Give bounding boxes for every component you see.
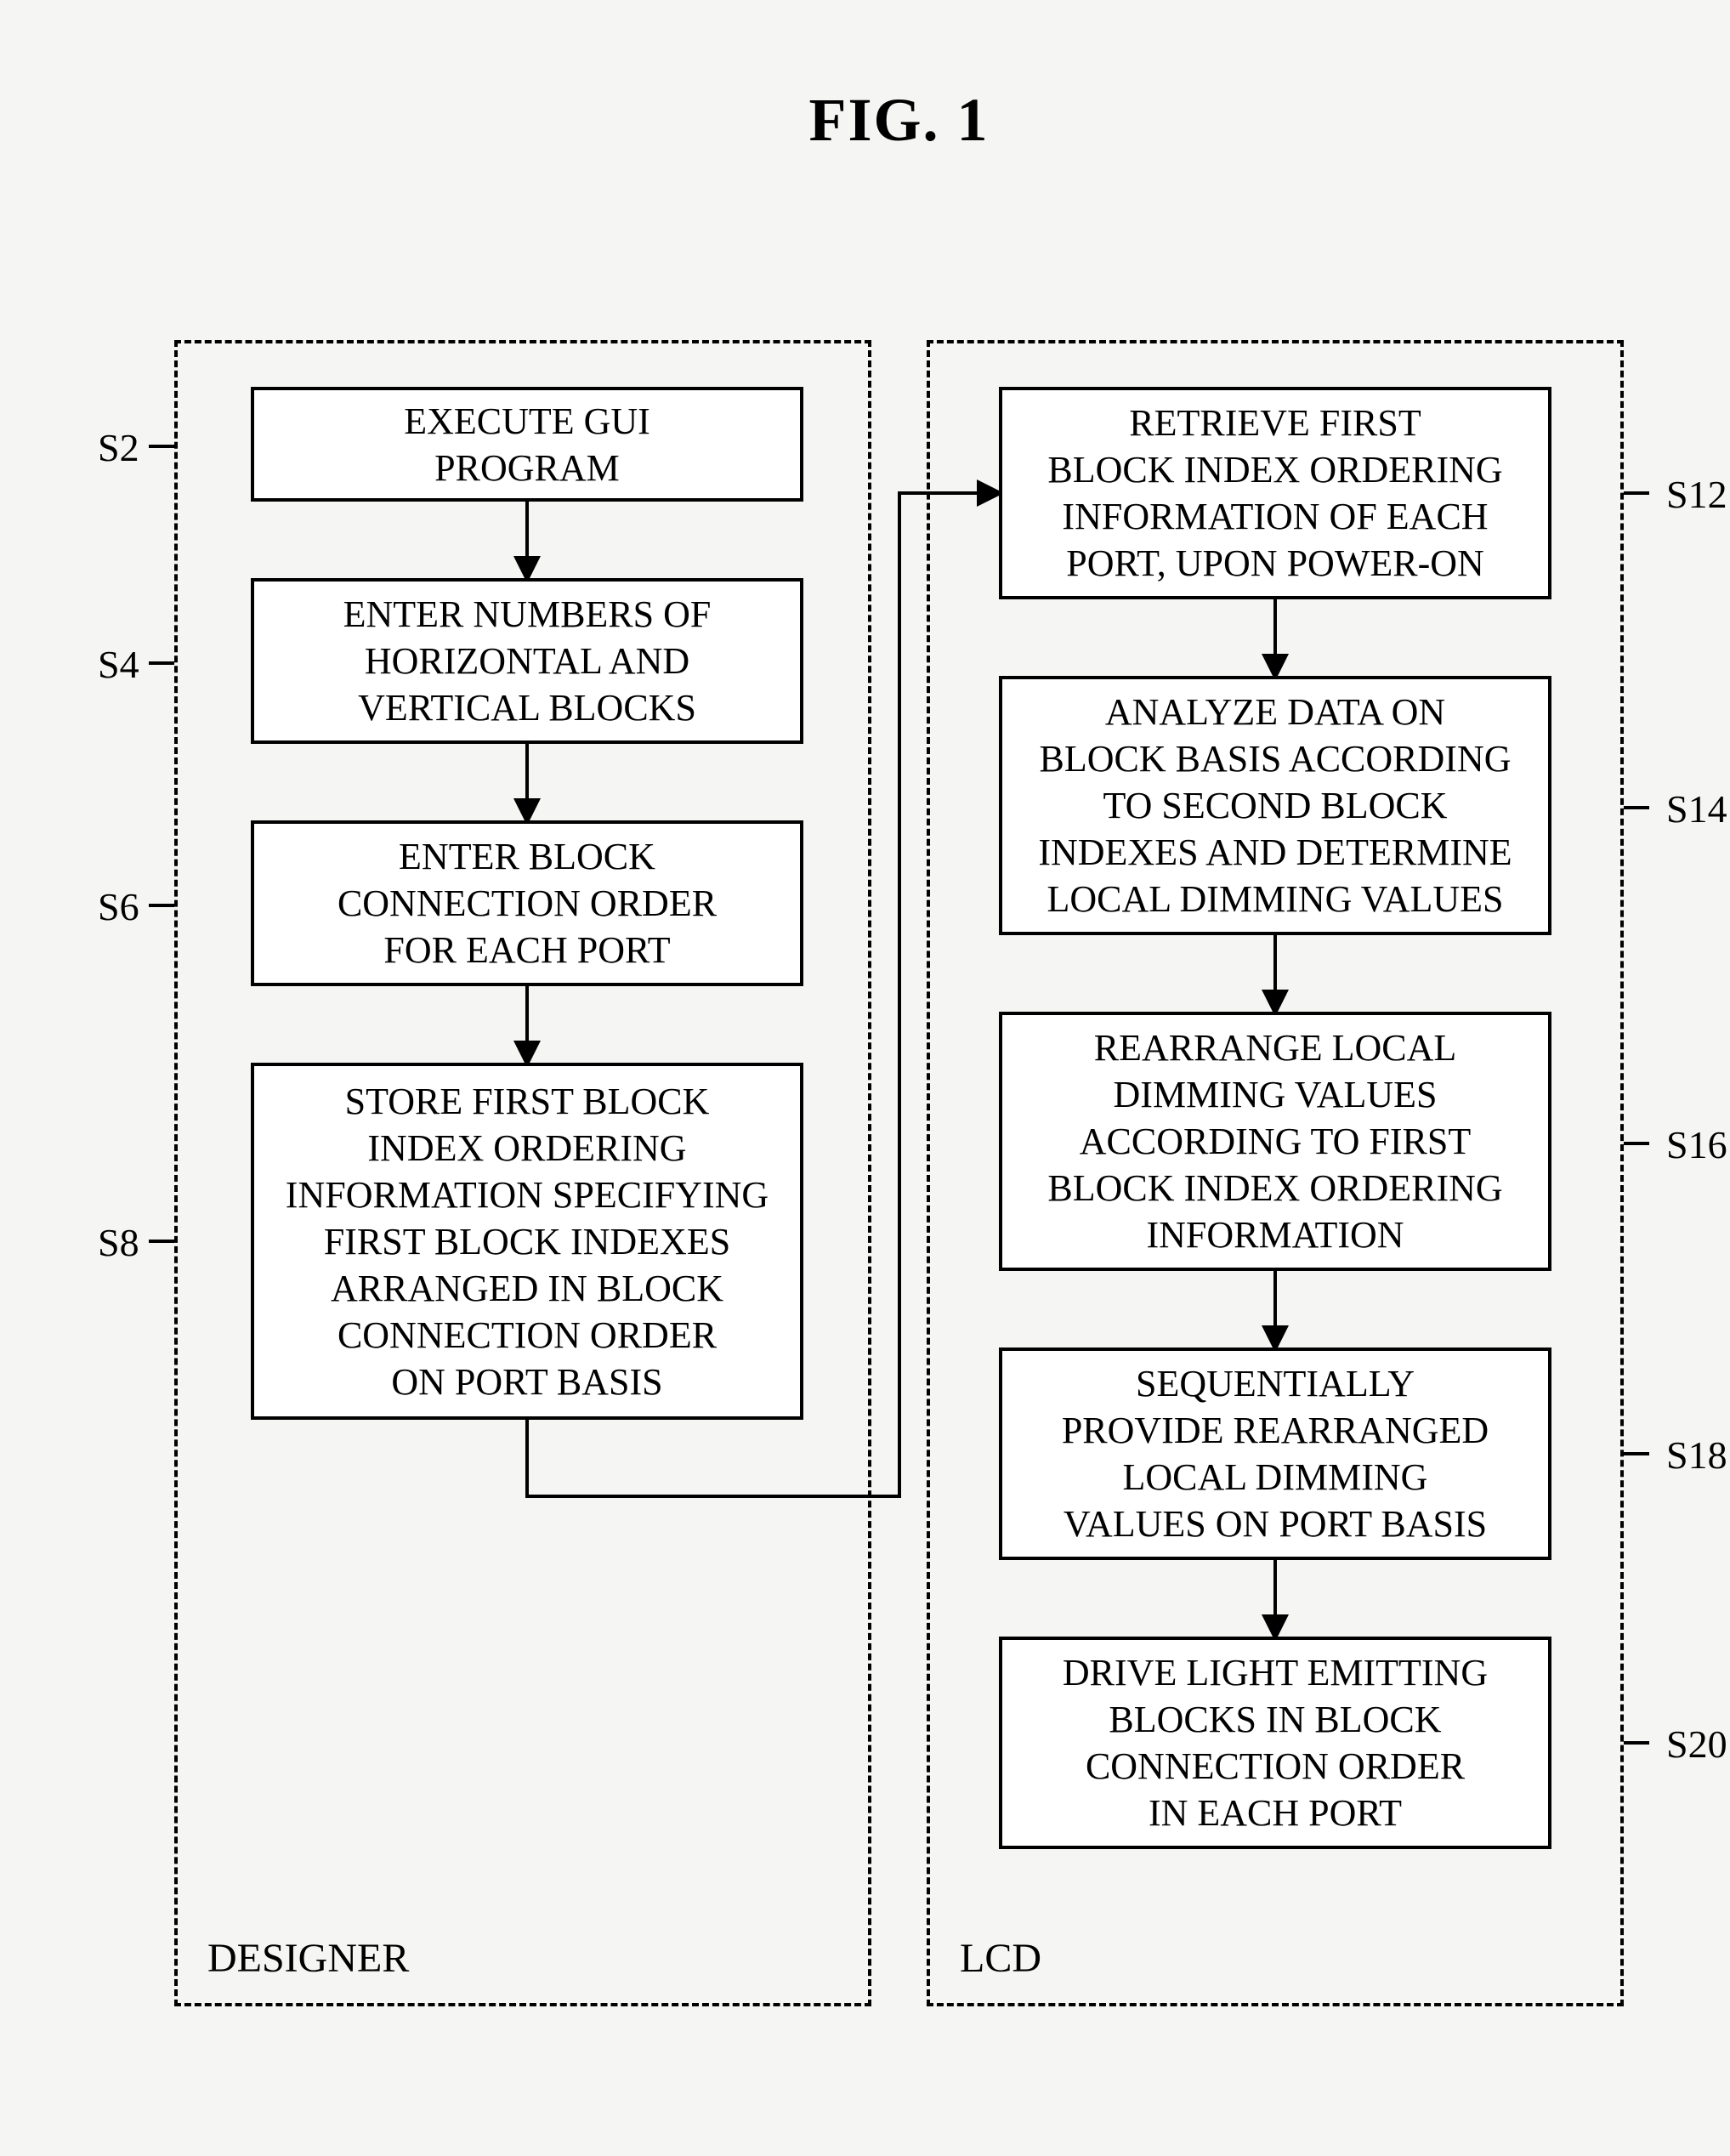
node-s8: STORE FIRST BLOCKINDEX ORDERINGINFORMATI… — [251, 1063, 803, 1420]
figure-title: FIG. 1 — [808, 85, 989, 156]
node-text-s20: DRIVE LIGHT EMITTINGBLOCKS IN BLOCKCONNE… — [1063, 1649, 1488, 1836]
node-s2: EXECUTE GUIPROGRAM — [251, 387, 803, 502]
step-label-l-s16: S16 — [1666, 1122, 1727, 1167]
tick-l-s8 — [149, 1240, 174, 1243]
step-label-l-s2: S2 — [98, 425, 139, 470]
step-label-l-s8: S8 — [98, 1220, 139, 1265]
node-s18: SEQUENTIALLYPROVIDE REARRANGEDLOCAL DIMM… — [999, 1348, 1551, 1560]
step-label-l-s6: S6 — [98, 884, 139, 929]
node-s20: DRIVE LIGHT EMITTINGBLOCKS IN BLOCKCONNE… — [999, 1637, 1551, 1849]
node-s4: ENTER NUMBERS OFHORIZONTAL ANDVERTICAL B… — [251, 578, 803, 744]
tick-l-s14 — [1624, 806, 1649, 809]
node-text-s16: REARRANGE LOCALDIMMING VALUESACCORDING T… — [1047, 1024, 1502, 1258]
step-label-l-s12: S12 — [1666, 472, 1727, 517]
node-s16: REARRANGE LOCALDIMMING VALUESACCORDING T… — [999, 1012, 1551, 1271]
step-label-l-s14: S14 — [1666, 786, 1727, 831]
step-label-l-s4: S4 — [98, 642, 139, 687]
page: FIG. 1 DESIGNER LCD EXECUTE GUIPROGRAM ENTE… — [34, 34, 1730, 2122]
tick-l-s16 — [1624, 1142, 1649, 1145]
node-text-s18: SEQUENTIALLYPROVIDE REARRANGEDLOCAL DIMM… — [1062, 1360, 1489, 1547]
node-text-s6: ENTER BLOCKCONNECTION ORDERFOR EACH PORT — [337, 833, 717, 973]
node-text-s4: ENTER NUMBERS OFHORIZONTAL ANDVERTICAL B… — [343, 591, 712, 731]
node-text-s2: EXECUTE GUIPROGRAM — [404, 398, 650, 491]
tick-l-s18 — [1624, 1452, 1649, 1455]
tick-l-s4 — [149, 661, 174, 665]
step-label-l-s20: S20 — [1666, 1722, 1727, 1767]
node-text-s8: STORE FIRST BLOCKINDEX ORDERINGINFORMATI… — [286, 1078, 769, 1405]
node-text-s12: RETRIEVE FIRSTBLOCK INDEX ORDERINGINFORM… — [1047, 400, 1502, 587]
tick-l-s6 — [149, 904, 174, 907]
container-label-lcd: LCD — [960, 1935, 1041, 1982]
node-s12: RETRIEVE FIRSTBLOCK INDEX ORDERINGINFORM… — [999, 387, 1551, 599]
node-text-s14: ANALYZE DATA ONBLOCK BASIS ACCORDINGTO S… — [1038, 689, 1512, 922]
tick-l-s2 — [149, 445, 174, 448]
tick-l-s20 — [1624, 1741, 1649, 1745]
container-label-designer: DESIGNER — [207, 1935, 409, 1982]
tick-l-s12 — [1624, 491, 1649, 495]
step-label-l-s18: S18 — [1666, 1433, 1727, 1478]
node-s6: ENTER BLOCKCONNECTION ORDERFOR EACH PORT — [251, 820, 803, 986]
node-s14: ANALYZE DATA ONBLOCK BASIS ACCORDINGTO S… — [999, 676, 1551, 935]
